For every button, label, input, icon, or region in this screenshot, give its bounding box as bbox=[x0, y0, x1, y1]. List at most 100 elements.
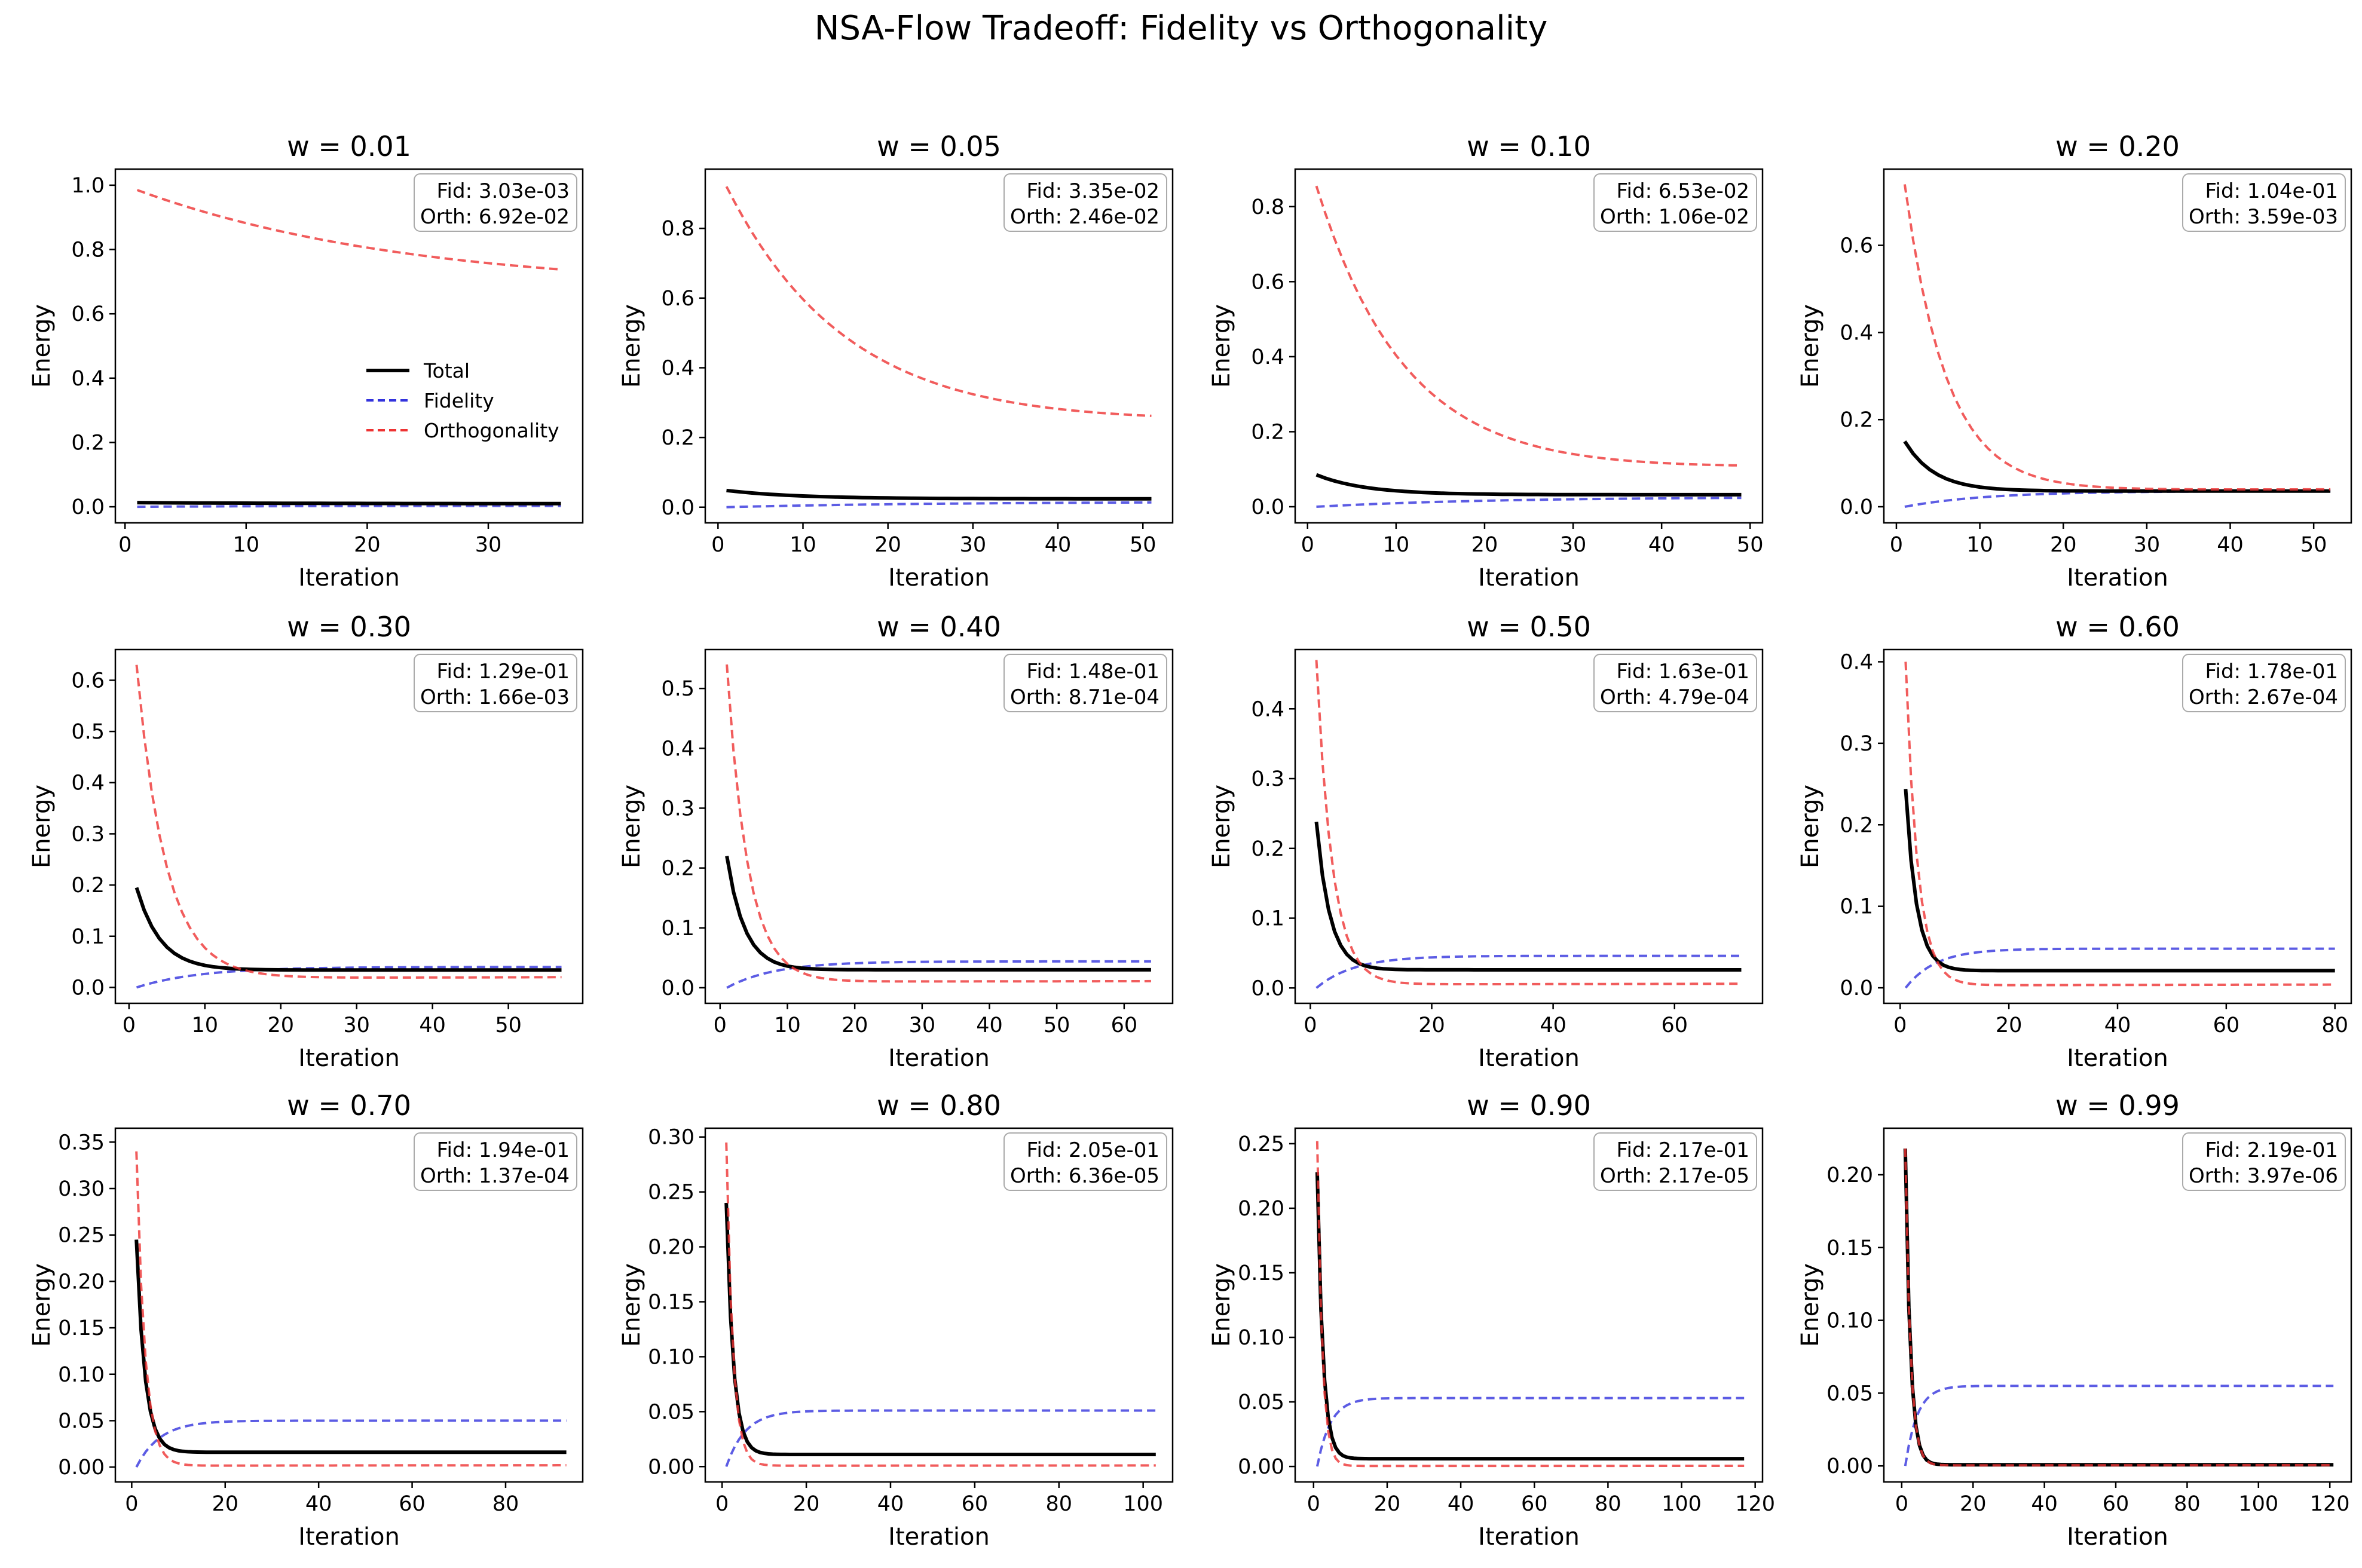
fidelity-value: Fid: 1.63e-01 bbox=[1616, 660, 1749, 684]
plot-area bbox=[1314, 660, 1742, 989]
y-tick-label: 0.6 bbox=[1251, 270, 1284, 294]
y-tick-label: 0.2 bbox=[71, 431, 105, 455]
axes-frame bbox=[114, 1127, 584, 1483]
x-tick-label: 40 bbox=[2104, 1013, 2131, 1037]
x-tick-label: 20 bbox=[1960, 1492, 1987, 1516]
y-tick-label: 0.25 bbox=[1238, 1132, 1284, 1156]
orthogonality-line bbox=[1315, 185, 1742, 467]
x-tick-label: 20 bbox=[267, 1013, 294, 1037]
panel-2: w = 0.05 0 10 20 30 40 50 0.0 0.2 0.4 0.6 0.8 Iterat… bbox=[618, 130, 1174, 592]
x-axis-label: Iteration bbox=[298, 564, 400, 592]
x-tick-label: 100 bbox=[1662, 1492, 1702, 1516]
orthogonality-line bbox=[1904, 1149, 2334, 1467]
total-line bbox=[1315, 1172, 1745, 1461]
x-tick-label: 60 bbox=[1111, 1013, 1138, 1037]
x-axis-label: Iteration bbox=[298, 1045, 400, 1072]
total-line bbox=[1904, 789, 2335, 973]
total-line bbox=[724, 1202, 1156, 1456]
plot-area bbox=[134, 664, 562, 989]
annotation-box bbox=[1003, 654, 1167, 712]
annotation-box bbox=[414, 1132, 577, 1191]
x-tick-label: 40 bbox=[877, 1492, 904, 1516]
y-tick-label: 0.10 bbox=[1826, 1309, 1873, 1333]
fidelity-line bbox=[1315, 954, 1742, 989]
fidelity-line bbox=[1904, 947, 2335, 989]
y-tick-label: 0.5 bbox=[71, 720, 105, 744]
x-tick-label: 0 bbox=[125, 1492, 138, 1516]
x-tick-label: 80 bbox=[492, 1492, 519, 1516]
x-axis-label: Iteration bbox=[1478, 564, 1580, 592]
orthogonality-line bbox=[1315, 1141, 1745, 1468]
x-tick-label: 80 bbox=[2174, 1492, 2201, 1516]
x-tick-label: 80 bbox=[2321, 1013, 2348, 1037]
orthogonality-line bbox=[726, 664, 1151, 983]
fidelity-value: Fid: 6.53e-02 bbox=[1616, 179, 1749, 203]
fidelity-value: Fid: 1.94e-01 bbox=[436, 1138, 570, 1162]
x-tick-label: 120 bbox=[2310, 1492, 2350, 1516]
plot-area bbox=[1904, 662, 2335, 989]
fidelity-line bbox=[1315, 1396, 1745, 1467]
plot-area bbox=[725, 664, 1151, 989]
panel-title: w = 0.60 bbox=[2055, 611, 2180, 643]
plot-area bbox=[134, 1151, 567, 1468]
x-tick-label: 0 bbox=[715, 1492, 729, 1516]
y-tick-label: 0.2 bbox=[1251, 420, 1284, 444]
annotation-box bbox=[1593, 173, 1757, 232]
x-tick-label: 50 bbox=[1737, 533, 1764, 557]
y-axis-label: Energy bbox=[1797, 1263, 1824, 1347]
total-line bbox=[134, 1239, 567, 1454]
axes-frame bbox=[1294, 648, 1764, 1004]
fidelity-line bbox=[1904, 489, 2331, 508]
annotation-box bbox=[2182, 654, 2346, 712]
fidelity-line bbox=[135, 1419, 567, 1468]
x-tick-label: 20 bbox=[212, 1492, 238, 1516]
x-tick-label: 0 bbox=[1304, 1013, 1317, 1037]
plot-area bbox=[1903, 1149, 2334, 1467]
plot-area bbox=[1315, 1141, 1745, 1468]
panel-5: w = 0.30 0 10 20 30 40 50 0.0 0.1 0.2 0.3 0.4 0.5 0.6… bbox=[28, 611, 584, 1072]
y-tick-label: 0.8 bbox=[661, 217, 694, 241]
orthogonality-value: Orth: 6.92e-02 bbox=[420, 205, 570, 229]
x-tick-label: 0 bbox=[1893, 1013, 1907, 1037]
panel-title: w = 0.80 bbox=[877, 1089, 1001, 1122]
y-tick-label: 0.6 bbox=[71, 302, 105, 326]
y-tick-label: 0.3 bbox=[71, 822, 105, 846]
y-tick-label: 0.25 bbox=[58, 1224, 105, 1248]
y-tick-label: 0.4 bbox=[661, 737, 694, 761]
x-tick-label: 40 bbox=[305, 1492, 332, 1516]
orthogonality-value: Orth: 3.59e-03 bbox=[2189, 205, 2338, 229]
panel-title: w = 0.90 bbox=[1467, 1089, 1591, 1122]
y-tick-label: 0.6 bbox=[71, 669, 105, 693]
y-tick-label: 0.2 bbox=[1840, 813, 1873, 837]
panel-title: w = 0.10 bbox=[1467, 130, 1591, 163]
annotation-box bbox=[1593, 1132, 1757, 1191]
axes-frame bbox=[1294, 168, 1764, 524]
y-tick-label: 0.30 bbox=[58, 1177, 105, 1201]
y-axis-label: Energy bbox=[618, 1263, 645, 1347]
x-tick-label: 0 bbox=[1307, 1492, 1320, 1516]
total-line bbox=[726, 488, 1152, 501]
y-tick-label: 0.6 bbox=[661, 287, 694, 311]
fidelity-line bbox=[725, 1409, 1156, 1468]
y-tick-label: 0.2 bbox=[1251, 837, 1284, 861]
x-tick-label: 0 bbox=[118, 533, 131, 557]
y-axis-label: Energy bbox=[28, 785, 56, 868]
panel-title: w = 0.40 bbox=[877, 611, 1001, 643]
orthogonality-value: Orth: 4.79e-04 bbox=[1600, 685, 1749, 709]
y-tick-label: 0.1 bbox=[71, 925, 105, 949]
x-tick-label: 40 bbox=[1448, 1492, 1474, 1516]
x-tick-label: 120 bbox=[1735, 1492, 1775, 1516]
orthogonality-value: Orth: 1.06e-02 bbox=[1600, 205, 1749, 229]
x-tick-label: 50 bbox=[1130, 533, 1156, 557]
x-tick-label: 30 bbox=[960, 533, 987, 557]
orthogonality-value: Orth: 6.36e-05 bbox=[1010, 1164, 1159, 1188]
panel-6: w = 0.40 0 10 20 30 40 50 60 0.0 0.1 0.2 0.3 0.4 0.5 I… bbox=[618, 611, 1174, 1072]
y-axis-label: Energy bbox=[28, 1263, 56, 1347]
y-tick-label: 0.20 bbox=[1826, 1163, 1873, 1187]
orthogonality-value: Orth: 1.37e-04 bbox=[420, 1164, 570, 1188]
